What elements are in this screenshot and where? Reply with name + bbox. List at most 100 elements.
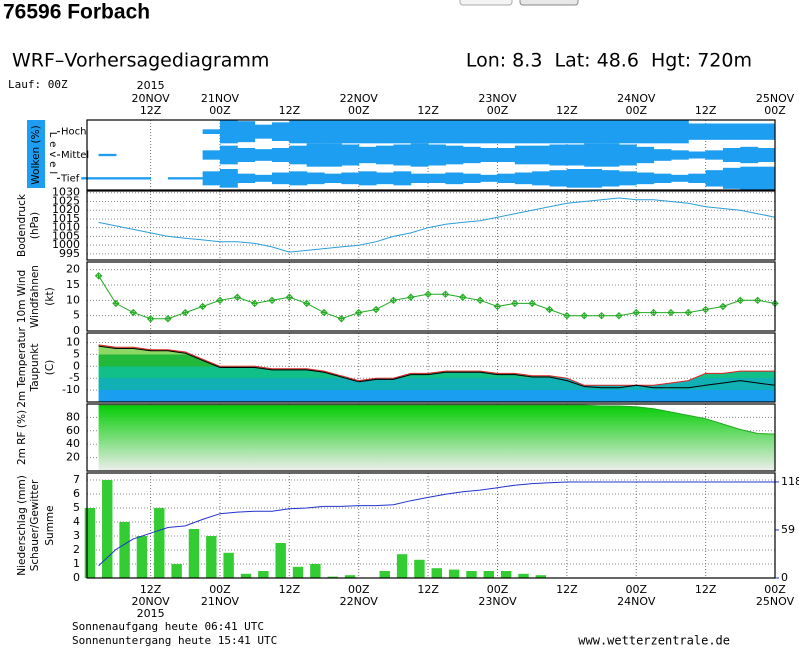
x-tick-label: 12Z (556, 104, 578, 117)
y-tick-label: 20 (66, 451, 80, 464)
panel: 10m Wind Windfahnen (kt) 0 5 10 15 20 (16, 261, 779, 337)
cloud-cover (289, 120, 308, 144)
bar (188, 529, 200, 578)
bar (448, 569, 460, 578)
x-tick-label: 12Z (695, 104, 717, 117)
marker (250, 299, 259, 308)
bar (396, 554, 408, 578)
y-axis-label: (C) (44, 360, 56, 376)
year-label: 2015 (137, 607, 165, 620)
bar (327, 576, 338, 578)
bar (206, 536, 217, 578)
y-tick-label: 995 (59, 247, 80, 260)
bar (466, 571, 477, 578)
cloud-cover (289, 145, 308, 165)
y-tick-label: 1025 (52, 194, 80, 207)
y-tick-label: 3 (73, 529, 80, 542)
cloud-cover (272, 172, 290, 185)
marker (372, 305, 380, 314)
y-tick-label: 5 (73, 501, 80, 514)
marker (476, 296, 484, 305)
bar (275, 543, 286, 578)
y-axis-label: (kt) (44, 287, 56, 305)
marker (164, 315, 172, 323)
y-tick-label: 0 (73, 359, 80, 372)
cloud-cover (601, 143, 620, 167)
layer-label: Mittel (61, 150, 89, 161)
marker (198, 302, 207, 311)
y-tick-label: 5 (73, 309, 80, 322)
location: Lon: 8.3 Lat: 48.6 Hgt: 720m (466, 50, 752, 72)
marker (736, 296, 745, 305)
cloud-cover (428, 144, 446, 166)
button[interactable] (459, 0, 513, 6)
x-tick-label: 12Z (140, 583, 162, 596)
marker (719, 302, 727, 311)
line (98, 345, 776, 389)
cloud-cover (549, 120, 568, 144)
date-label: 23NOV (478, 595, 517, 608)
cloud-cover (566, 144, 585, 166)
y-tick-label: 1000 (52, 238, 80, 251)
chart-title: WRF–Vorhersagediagramm (12, 50, 269, 72)
y-tick-label: 0 (73, 324, 80, 337)
cloud-cover (237, 121, 256, 143)
x-tick-label: 00Z (764, 104, 786, 117)
marker (424, 290, 432, 298)
cloud-cover (462, 146, 481, 164)
bar (102, 480, 113, 578)
marker (580, 311, 588, 320)
cloud-cover (445, 120, 464, 144)
x-tick-label: 00Z (348, 583, 370, 596)
cloud-cover (202, 171, 221, 186)
cloud-cover (480, 174, 498, 182)
cloud-cover (688, 173, 707, 183)
cloud-cover (618, 120, 637, 144)
bar (414, 559, 425, 578)
cloud-cover (376, 172, 394, 185)
bar (136, 536, 148, 578)
cloud-cover (272, 122, 290, 141)
cloud-cover (618, 171, 637, 186)
line (98, 481, 775, 567)
bar (535, 575, 547, 578)
y-axis-label: Schauer/Gewitter (29, 479, 41, 571)
cloud-cover (601, 120, 620, 144)
cloud-cover (306, 120, 325, 144)
label-box (27, 120, 45, 188)
bar (344, 575, 356, 578)
button[interactable] (519, 0, 579, 6)
y2-tick-label: 0 (781, 571, 788, 584)
area (98, 405, 775, 471)
bar (258, 571, 269, 578)
cloud-cover (358, 171, 377, 186)
bar (154, 508, 165, 578)
marker (216, 296, 224, 305)
cloud-cover (445, 172, 464, 185)
y-axis-label: 10m Wind (16, 270, 28, 323)
y-axis-label: 2m Temperatur (16, 327, 28, 408)
y-axis-label: (hPa) (29, 212, 41, 239)
y-tick-label: 7 (73, 473, 80, 486)
marker (632, 308, 640, 317)
cloud-cover (722, 148, 741, 162)
cloud-cover (497, 173, 516, 183)
cloud-cover (428, 173, 446, 183)
panel-frame (86, 332, 776, 403)
cloud-cover (740, 123, 759, 140)
cloud-cover (376, 145, 394, 165)
cloud-cover (636, 146, 655, 164)
y-axis-label: Niederschlag (mm) (16, 475, 28, 576)
bar (240, 573, 252, 578)
y-tick-label: 2 (73, 543, 80, 556)
marker (146, 315, 155, 323)
y-tick-label: 1 (73, 557, 80, 570)
cloud-cover (757, 148, 776, 162)
x-tick-label: 00Z (209, 104, 231, 117)
marker (285, 293, 294, 301)
cloud-cover (115, 177, 134, 180)
date-label: 24NOV (617, 92, 656, 105)
cloud-cover (341, 120, 360, 144)
x-tick-label: 00Z (487, 583, 509, 596)
